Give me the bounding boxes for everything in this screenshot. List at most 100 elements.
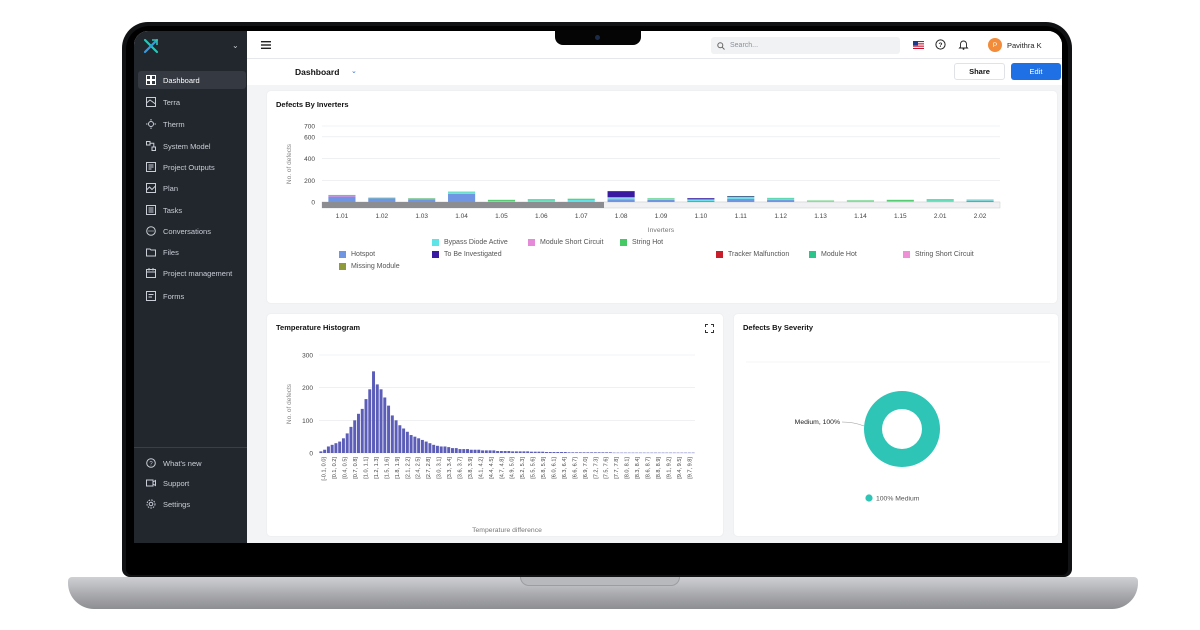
bar-1.02-string-hot[interactable] bbox=[368, 197, 396, 199]
bar-1.02-hotspot[interactable] bbox=[368, 198, 396, 202]
histogram-bar[interactable] bbox=[413, 436, 417, 453]
bar-1.04-string-hot[interactable] bbox=[448, 191, 476, 193]
bar-1.11-hotspot[interactable] bbox=[727, 198, 755, 202]
bell-icon[interactable] bbox=[958, 39, 969, 50]
histogram-bar[interactable] bbox=[458, 449, 462, 453]
histogram-bar[interactable] bbox=[571, 452, 575, 453]
histogram-bar[interactable] bbox=[484, 450, 488, 453]
sidebar-item-project-outputs[interactable]: Project Outputs bbox=[138, 158, 246, 176]
sidebar-item-system-model[interactable]: System Model bbox=[138, 137, 246, 155]
histogram-bar[interactable] bbox=[526, 451, 530, 453]
bar-1.07-string-hot[interactable] bbox=[567, 198, 595, 200]
histogram-bar[interactable] bbox=[597, 452, 601, 453]
bar-2.02-bypass-diode-active[interactable] bbox=[966, 200, 994, 201]
bar-1.12-hotspot[interactable] bbox=[767, 200, 795, 202]
bar-1.01-hotspot[interactable] bbox=[328, 196, 356, 202]
legend-item[interactable]: Module Short Circuit bbox=[528, 239, 603, 246]
sidebar-item-tasks[interactable]: Tasks bbox=[138, 201, 246, 219]
histogram-bar[interactable] bbox=[473, 449, 477, 453]
bar-1.09-bypass-diode-active[interactable] bbox=[647, 198, 675, 200]
dashboard-selector[interactable]: Dashboard bbox=[295, 67, 340, 77]
bar-1.01-module-short-circuit[interactable] bbox=[328, 195, 356, 197]
histogram-bar[interactable] bbox=[529, 451, 533, 453]
histogram-bar[interactable] bbox=[451, 448, 454, 453]
sidebar-item-support[interactable]: Support bbox=[138, 474, 246, 492]
histogram-bar[interactable] bbox=[548, 452, 552, 453]
bar-1.03-hotspot[interactable] bbox=[408, 199, 436, 202]
histogram-bar[interactable] bbox=[462, 449, 466, 453]
histogram-bar[interactable] bbox=[605, 452, 609, 453]
histogram-bar[interactable] bbox=[424, 441, 428, 453]
histogram-bar[interactable] bbox=[345, 433, 349, 453]
bar-1.07-bypass-diode-active[interactable] bbox=[567, 199, 595, 202]
histogram-bar[interactable] bbox=[398, 425, 402, 453]
histogram-bar[interactable] bbox=[563, 452, 567, 453]
histogram-bar[interactable] bbox=[383, 397, 387, 453]
bar-1.01-string-hot[interactable] bbox=[328, 194, 356, 196]
sidebar-item-files[interactable]: Files bbox=[138, 243, 246, 261]
chevron-down-icon[interactable]: ⌄ bbox=[232, 41, 239, 50]
bar-2.02-string-hot[interactable] bbox=[966, 199, 994, 201]
bar-1.10-hotspot[interactable] bbox=[687, 200, 715, 202]
histogram-bar[interactable] bbox=[379, 389, 383, 453]
sidebar-item-conversations[interactable]: Conversations bbox=[138, 222, 246, 240]
histogram-bar[interactable] bbox=[586, 452, 590, 453]
sidebar-item-therm[interactable]: Therm bbox=[138, 115, 246, 133]
user-menu[interactable]: P Pavithra K bbox=[988, 38, 1042, 52]
histogram-bar[interactable] bbox=[492, 450, 496, 453]
legend-item[interactable]: Tracker Malfunction bbox=[716, 251, 789, 258]
legend-item[interactable]: Missing Module bbox=[339, 263, 400, 270]
bar-1.12-string-hot[interactable] bbox=[767, 197, 795, 199]
histogram-bar[interactable] bbox=[372, 371, 375, 453]
bar-1.08-bypass-diode-active[interactable] bbox=[607, 198, 635, 200]
bar-1.05-bypass-diode-active[interactable] bbox=[487, 200, 516, 202]
legend-item[interactable]: To Be Investigated bbox=[432, 251, 502, 258]
bar-1.10-bypass-diode-active[interactable] bbox=[687, 199, 715, 201]
share-button[interactable]: Share bbox=[954, 63, 1005, 80]
bar-1.05-string-hot[interactable] bbox=[487, 199, 516, 201]
histogram-bar[interactable] bbox=[511, 451, 515, 453]
histogram-bar[interactable] bbox=[405, 431, 409, 453]
sidebar-item-settings[interactable]: Settings bbox=[138, 495, 246, 513]
histogram-bar[interactable] bbox=[432, 444, 436, 453]
expand-icon[interactable] bbox=[705, 324, 714, 333]
histogram-bar[interactable] bbox=[481, 450, 485, 453]
histogram-bar[interactable] bbox=[368, 389, 372, 453]
histogram-bar[interactable] bbox=[533, 451, 537, 453]
sidebar-item-plan[interactable]: Plan bbox=[138, 179, 246, 197]
bar-1.03-string-hot[interactable] bbox=[408, 198, 436, 199]
legend-item[interactable]: Bypass Diode Active bbox=[432, 239, 508, 246]
histogram-bar[interactable] bbox=[601, 452, 605, 453]
bar-1.04-bypass-diode-active[interactable] bbox=[448, 192, 476, 194]
histogram-bar[interactable] bbox=[435, 445, 439, 453]
histogram-bar[interactable] bbox=[469, 449, 473, 453]
histogram-bar[interactable] bbox=[575, 452, 579, 453]
histogram-bar[interactable] bbox=[364, 399, 368, 453]
bar-1.14-bypass-diode-active[interactable] bbox=[846, 200, 874, 202]
histogram-bar[interactable] bbox=[541, 451, 545, 453]
bar-1.11-string-hot[interactable] bbox=[727, 196, 755, 198]
histogram-bar[interactable] bbox=[556, 452, 560, 453]
histogram-bar[interactable] bbox=[447, 447, 451, 453]
histogram-bar[interactable] bbox=[323, 449, 327, 453]
bar-2.01-string-hot[interactable] bbox=[926, 199, 954, 201]
sidebar-item-what-s-new[interactable]: ? What's new bbox=[138, 454, 246, 472]
histogram-bar[interactable] bbox=[326, 446, 330, 453]
histogram-bar[interactable] bbox=[394, 420, 398, 453]
histogram-bar[interactable] bbox=[545, 452, 548, 453]
histogram-bar[interactable] bbox=[428, 443, 432, 453]
bar-1.06-string-hot[interactable] bbox=[527, 199, 555, 201]
histogram-bar[interactable] bbox=[360, 408, 364, 453]
histogram-bar[interactable] bbox=[466, 449, 469, 453]
histogram-bar[interactable] bbox=[357, 413, 360, 453]
histogram-bar[interactable] bbox=[334, 443, 338, 453]
app-logo-icon[interactable] bbox=[143, 38, 159, 54]
bar-1.12-bypass-diode-active[interactable] bbox=[767, 198, 795, 201]
bar-1.10-string-hot[interactable] bbox=[687, 199, 715, 200]
bar-1.13-bypass-diode-active[interactable] bbox=[806, 201, 835, 202]
histogram-bar[interactable] bbox=[522, 451, 526, 453]
histogram-bar[interactable] bbox=[319, 451, 323, 453]
sidebar-item-forms[interactable]: Forms bbox=[138, 287, 246, 305]
edit-button[interactable]: Edit bbox=[1011, 63, 1061, 80]
bar-1.08-string-hot[interactable] bbox=[607, 197, 635, 198]
